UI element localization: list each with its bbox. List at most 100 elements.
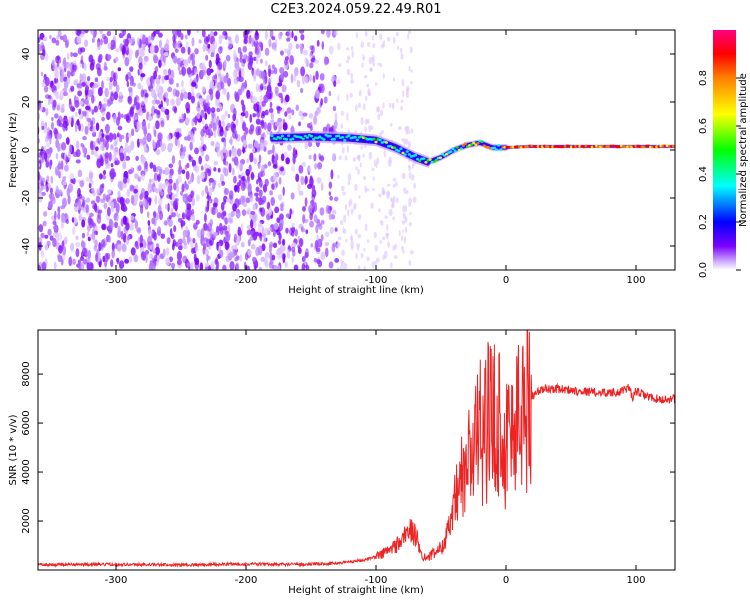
noise-blob bbox=[207, 222, 213, 232]
noise-blob bbox=[106, 30, 112, 37]
noise-blob bbox=[355, 104, 358, 113]
noise-blob bbox=[251, 37, 255, 47]
noise-blob bbox=[142, 198, 147, 208]
noise-blob bbox=[278, 177, 282, 185]
noise-blob bbox=[156, 173, 161, 181]
signal-peak bbox=[422, 157, 426, 160]
noise-blob bbox=[85, 204, 89, 214]
noise-blob bbox=[57, 160, 62, 170]
noise-blob bbox=[126, 80, 130, 88]
noise-blob bbox=[112, 79, 118, 87]
noise-blob bbox=[106, 54, 112, 60]
noise-blob bbox=[204, 112, 208, 120]
noise-blob bbox=[182, 146, 187, 153]
noise-blob bbox=[82, 247, 87, 256]
noise-blob bbox=[350, 235, 353, 241]
noise-blob bbox=[249, 55, 254, 66]
noise-blob bbox=[192, 117, 198, 123]
noise-blob bbox=[143, 126, 148, 136]
noise-blob bbox=[334, 112, 338, 122]
noise-blob bbox=[44, 136, 50, 143]
noise-blob bbox=[38, 36, 41, 43]
noise-blob bbox=[336, 244, 339, 250]
noise-blob bbox=[176, 213, 181, 218]
noise-blob bbox=[139, 48, 145, 58]
noise-blob bbox=[256, 48, 262, 58]
noise-blob bbox=[57, 212, 61, 220]
noise-blob bbox=[90, 125, 94, 130]
noise-blob bbox=[258, 41, 262, 48]
noise-blob bbox=[291, 256, 295, 263]
signal-peak bbox=[291, 137, 295, 141]
signal-peak bbox=[418, 159, 422, 162]
noise-blob bbox=[320, 30, 325, 35]
noise-blob bbox=[101, 224, 106, 230]
noise-blob bbox=[208, 59, 212, 69]
noise-blob bbox=[397, 126, 402, 130]
noise-blob bbox=[78, 100, 84, 105]
noise-blob bbox=[207, 43, 211, 49]
noise-blob bbox=[245, 168, 250, 177]
noise-blob bbox=[81, 206, 86, 212]
signal-peak bbox=[347, 134, 351, 137]
noise-blob bbox=[263, 227, 269, 236]
noise-blob bbox=[122, 46, 126, 55]
noise-blob bbox=[208, 123, 213, 129]
noise-blob bbox=[346, 55, 351, 61]
noise-blob bbox=[194, 48, 199, 55]
noise-blob bbox=[128, 49, 133, 55]
noise-blob bbox=[253, 103, 259, 112]
noise-blob bbox=[340, 123, 344, 129]
noise-blob bbox=[153, 211, 157, 219]
noise-blob bbox=[324, 241, 330, 247]
noise-blob bbox=[162, 248, 166, 258]
noise-blob bbox=[144, 250, 150, 255]
noise-blob bbox=[392, 195, 396, 204]
noise-blob bbox=[332, 209, 337, 215]
noise-blob bbox=[302, 74, 305, 85]
noise-blob bbox=[125, 74, 129, 82]
noise-blob bbox=[357, 265, 361, 270]
noise-blob bbox=[269, 252, 273, 262]
noise-blob bbox=[206, 75, 210, 81]
noise-blob bbox=[104, 87, 109, 98]
signal-peak bbox=[407, 153, 411, 156]
noise-blob bbox=[206, 206, 210, 212]
noise-blob bbox=[181, 66, 187, 76]
noise-blob bbox=[214, 208, 219, 214]
noise-blob bbox=[152, 141, 157, 150]
noise-blob bbox=[85, 176, 90, 183]
noise-blob bbox=[220, 201, 225, 211]
noise-blob bbox=[87, 121, 91, 130]
noise-blob bbox=[106, 76, 109, 82]
noise-blob bbox=[182, 229, 188, 238]
noise-blob bbox=[75, 235, 79, 241]
noise-blob bbox=[250, 210, 256, 215]
noise-blob bbox=[184, 164, 188, 170]
noise-blob bbox=[150, 88, 156, 93]
noise-blob bbox=[337, 63, 342, 67]
noise-blob bbox=[269, 149, 273, 154]
noise-blob bbox=[258, 232, 263, 237]
noise-blob bbox=[208, 88, 213, 96]
noise-blob bbox=[304, 197, 308, 208]
noise-blob bbox=[105, 111, 111, 121]
noise-blob bbox=[170, 98, 175, 106]
noise-blob bbox=[193, 68, 198, 75]
signal-peak bbox=[424, 160, 428, 164]
noise-blob bbox=[152, 164, 157, 173]
noise-blob bbox=[316, 40, 320, 47]
noise-blob bbox=[155, 77, 161, 85]
noise-blob bbox=[112, 133, 117, 140]
noise-blob bbox=[61, 258, 64, 266]
noise-blob bbox=[70, 178, 73, 183]
noise-blob bbox=[204, 213, 207, 223]
noise-blob bbox=[372, 176, 375, 181]
noise-blob bbox=[97, 55, 102, 64]
noise-blob bbox=[62, 245, 67, 256]
noise-blob bbox=[117, 180, 123, 189]
noise-blob bbox=[156, 111, 161, 119]
noise-blob bbox=[231, 147, 238, 158]
colorbar-label: Normalized spectral amplitude bbox=[738, 73, 749, 227]
noise-blob bbox=[156, 255, 160, 262]
